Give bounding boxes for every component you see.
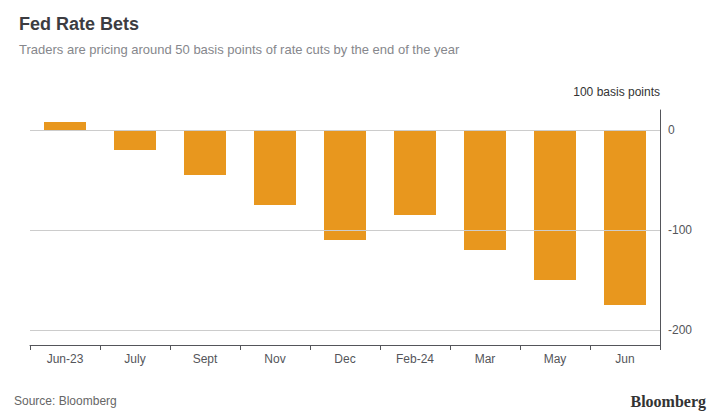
svg-text:Bloomberg: Bloomberg (630, 393, 706, 411)
svg-text:100 basis points: 100 basis points (573, 85, 660, 99)
svg-text:-100: -100 (668, 223, 692, 237)
svg-text:Mar: Mar (475, 352, 496, 366)
svg-text:Fed Rate Bets: Fed Rate Bets (19, 14, 139, 34)
svg-text:Jun: Jun (615, 352, 634, 366)
svg-text:July: July (124, 352, 145, 366)
svg-text:Sept: Sept (193, 352, 218, 366)
svg-text:0: 0 (668, 123, 675, 137)
svg-text:May: May (544, 352, 567, 366)
svg-text:Traders are pricing around 50: Traders are pricing around 50 basis poin… (19, 42, 460, 57)
svg-text:Jun-23: Jun-23 (47, 352, 84, 366)
svg-text:Feb-24: Feb-24 (396, 352, 434, 366)
svg-text:Source: Bloomberg: Source: Bloomberg (14, 394, 117, 408)
svg-text:Dec: Dec (334, 352, 355, 366)
svg-text:-200: -200 (668, 323, 692, 337)
svg-text:Nov: Nov (264, 352, 285, 366)
